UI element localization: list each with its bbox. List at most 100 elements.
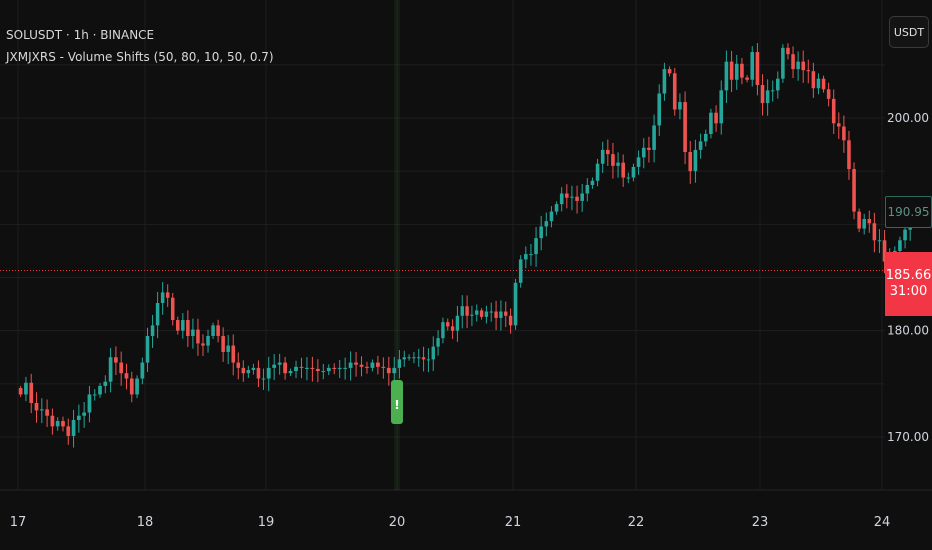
candle-body	[24, 382, 28, 395]
bull-candle	[770, 80, 775, 102]
bull-candle	[92, 389, 97, 401]
candle-body	[359, 364, 364, 367]
candle-body	[176, 320, 180, 331]
candle-body	[201, 343, 205, 346]
bear-candle	[504, 301, 508, 328]
bull-candle	[55, 417, 60, 431]
bear-candle	[852, 162, 856, 220]
bull-candle	[636, 150, 641, 175]
bull-candle	[82, 401, 86, 428]
candle-body	[375, 362, 380, 367]
bull-candle	[191, 318, 195, 349]
bull-candle	[77, 404, 81, 433]
candle-body	[575, 196, 579, 201]
candle-body	[740, 63, 744, 78]
y-tick-label: 200.00	[887, 111, 929, 125]
bear-candle	[61, 416, 65, 432]
bull-candle	[370, 359, 375, 372]
bear-candle	[565, 184, 569, 209]
bull-candle	[455, 305, 460, 342]
bull-candle	[475, 304, 479, 322]
bull-candle	[135, 375, 139, 399]
bull-candle	[484, 305, 489, 324]
bear-candle	[740, 57, 744, 85]
bear-candle	[359, 356, 364, 377]
current-price-tag: 185.66 31:00	[885, 252, 932, 316]
candle-body	[450, 326, 455, 331]
bear-candle	[857, 208, 861, 233]
bull-candle	[698, 133, 703, 159]
candle-body	[321, 371, 326, 373]
bull-candle	[251, 363, 256, 375]
candle-body	[826, 89, 831, 99]
bull-candle	[816, 73, 821, 95]
bull-candle	[150, 314, 155, 348]
bear-candle	[867, 210, 872, 233]
bear-candle	[611, 142, 615, 179]
candle-body	[837, 123, 841, 127]
bull-candle	[600, 141, 605, 174]
candle-body	[45, 409, 49, 416]
candle-body	[216, 325, 220, 336]
bull-candle	[277, 353, 282, 375]
bull-candle	[616, 152, 620, 178]
candle-body	[595, 163, 600, 181]
candle-body	[504, 311, 508, 316]
bear-candle	[176, 316, 180, 335]
candle-body	[310, 367, 315, 369]
candle-body	[191, 329, 195, 336]
candle-body	[465, 306, 469, 316]
bear-candle	[882, 230, 887, 274]
candle-body	[170, 297, 175, 321]
candle-body	[98, 385, 102, 395]
candle-body	[842, 126, 846, 141]
candle-body	[397, 359, 402, 368]
bull-candle	[529, 244, 533, 266]
bull-candle	[412, 352, 416, 364]
candle-body	[417, 357, 421, 359]
bull-candle	[431, 336, 435, 372]
candle-body	[34, 402, 39, 411]
bull-candle	[734, 54, 739, 90]
bear-candle	[786, 43, 790, 60]
candle-body	[693, 149, 698, 172]
candle-body	[662, 69, 667, 94]
bear-candle	[672, 67, 677, 116]
candle-body	[135, 378, 139, 395]
candle-body	[145, 335, 150, 363]
bull-candle	[524, 246, 528, 269]
bull-candle	[595, 158, 600, 187]
countdown-label: 31:00	[889, 284, 928, 299]
bull-candle	[140, 357, 145, 385]
bull-candle	[326, 364, 331, 376]
currency-button[interactable]: USDT	[889, 16, 929, 48]
bull-candle	[534, 227, 538, 267]
bull-candle	[108, 347, 113, 393]
bull-candle	[877, 229, 882, 254]
bear-candle	[647, 136, 651, 163]
x-tick-label: 21	[505, 515, 522, 530]
candle-body	[862, 219, 866, 229]
bear-candle	[667, 66, 672, 77]
candle-body	[729, 61, 734, 80]
candle-body	[381, 366, 386, 368]
candle-body	[631, 166, 636, 178]
bull-candle	[246, 365, 251, 378]
candle-body	[626, 177, 631, 179]
candle-body	[103, 381, 108, 386]
candle-body	[903, 229, 907, 241]
indicator-title[interactable]: JXMJXRS - Volume Shifts (50, 80, 10, 50,…	[6, 50, 274, 64]
bear-candle	[801, 50, 805, 83]
bull-candle	[585, 178, 590, 202]
candle-body	[539, 226, 543, 239]
bull-candle	[71, 409, 76, 448]
candle-body	[678, 102, 682, 110]
bull-candle	[460, 295, 464, 329]
symbol-title[interactable]: SOLUSDT · 1h · BINANCE	[6, 28, 155, 42]
bull-candle	[288, 368, 293, 377]
bull-candle	[590, 177, 595, 189]
candle-body	[657, 93, 662, 126]
bull-candle	[321, 363, 326, 380]
bear-candle	[315, 359, 320, 383]
